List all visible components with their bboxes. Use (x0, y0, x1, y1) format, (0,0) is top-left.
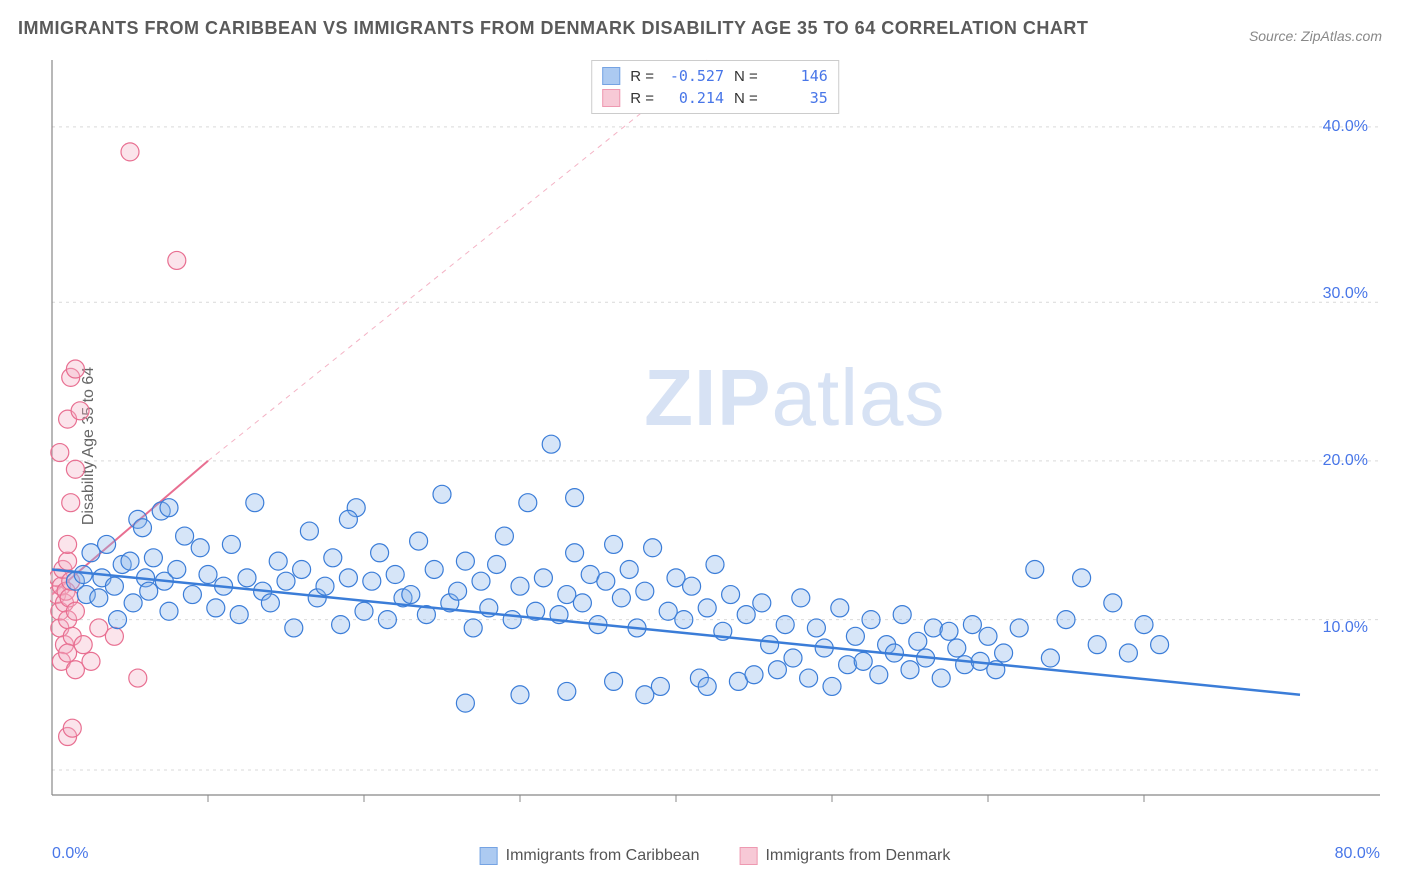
x-tick-label: 80.0% (1335, 845, 1380, 863)
series-swatch (602, 89, 620, 107)
correlation-stats-box: R = -0.527 N = 146 R = 0.214 N = 35 (591, 60, 839, 114)
legend-item: Immigrants from Denmark (739, 847, 950, 865)
legend-label: Immigrants from Denmark (765, 847, 950, 865)
y-tick-label: 30.0% (1323, 285, 1368, 303)
y-tick-label: 40.0% (1323, 118, 1368, 136)
n-value: 35 (768, 89, 828, 107)
r-value: 0.214 (664, 89, 724, 107)
y-tick-label: 20.0% (1323, 452, 1368, 470)
scatter-plot: ZIPatlas R =-0.527 N =146 R =0.214 N =35… (50, 55, 1380, 835)
legend: Immigrants from Caribbean Immigrants from… (480, 847, 951, 865)
legend-label: Immigrants from Caribbean (506, 847, 700, 865)
n-value: 146 (768, 67, 828, 85)
chart-title: IMMIGRANTS FROM CARIBBEAN VS IMMIGRANTS … (18, 18, 1088, 39)
r-value: -0.527 (664, 67, 724, 85)
legend-swatch (480, 847, 498, 865)
r-label: R = (630, 90, 654, 107)
series-swatch (602, 67, 620, 85)
stats-row: R = -0.527 N = 146 (602, 65, 828, 87)
legend-item: Immigrants from Caribbean (480, 847, 700, 865)
legend-swatch (739, 847, 757, 865)
source-attribution: Source: ZipAtlas.com (1249, 28, 1382, 44)
chart-canvas (50, 55, 1380, 835)
n-label: N = (734, 68, 758, 85)
x-tick-label: 0.0% (52, 845, 88, 863)
n-label: N = (734, 90, 758, 107)
y-tick-label: 10.0% (1323, 619, 1368, 637)
r-label: R = (630, 68, 654, 85)
stats-row: R = 0.214 N = 35 (602, 87, 828, 109)
